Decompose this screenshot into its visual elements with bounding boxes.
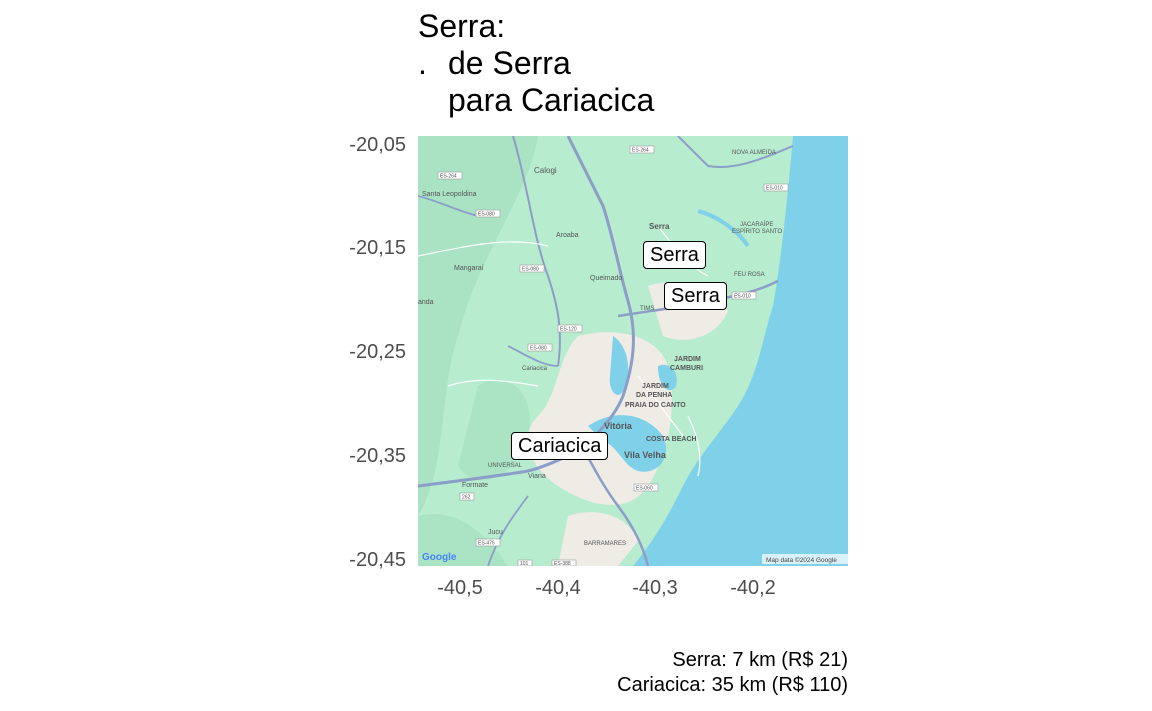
place-label: UNIVERSAL: [488, 463, 523, 469]
place-label: Calogi: [534, 166, 557, 175]
hill-shading: [418, 514, 508, 566]
distance-caption: Serra: 7 km (R$ 21) Cariacica: 35 km (R$…: [617, 648, 848, 698]
road-shield-label: ES-080: [478, 212, 495, 218]
map-panel[interactable]: Calogi Santa Leopoldina Aroaba Mangaraí …: [418, 136, 848, 566]
lagoon-water: [658, 364, 677, 391]
place-label: JARDIM: [642, 383, 669, 390]
road-shield-label: ES-010: [734, 294, 751, 300]
place-label: BARRAMARES: [584, 541, 626, 547]
place-label: PRAIA DO CANTO: [625, 402, 686, 409]
road-shield-label: ES-060: [636, 486, 653, 492]
highway: [512, 136, 561, 367]
place-label: Cariacica: [522, 366, 548, 372]
place-label: Jucu: [488, 529, 503, 536]
road: [687, 415, 701, 477]
highway: [566, 136, 635, 457]
y-tick-label: -20,45: [349, 549, 406, 571]
road: [418, 241, 549, 257]
bay-water: [588, 415, 667, 472]
road-shield-label: ES-264: [440, 174, 457, 180]
title-line-1: Serra:: [418, 8, 506, 44]
y-tick-label: -20,35: [349, 445, 406, 467]
place-label: TIMS: [640, 306, 654, 312]
highway: [418, 195, 479, 217]
road-shield-label: ES-388: [554, 561, 571, 566]
urban-area: [558, 512, 638, 566]
place-label: Santa Leopoldina: [422, 191, 477, 198]
x-tick-label: -40,2: [730, 577, 776, 599]
road-shield-label: ES-080: [522, 267, 539, 273]
basemap: Calogi Santa Leopoldina Aroaba Mangaraí …: [418, 136, 848, 566]
place-label: Vila Velha: [624, 450, 667, 460]
place-label: ESPÍRITO SANTO: [732, 228, 782, 235]
y-tick-label: -20,15: [349, 237, 406, 259]
marker-label-serra[interactable]: Serra: [664, 282, 727, 310]
place-label: CAMBURI: [670, 365, 703, 372]
marker-label-serra[interactable]: Serra: [643, 241, 706, 269]
hill-shading: [418, 136, 538, 516]
road-shield-label: 262: [462, 495, 471, 501]
title-bullet: .: [418, 45, 427, 81]
place-label: DA PENHA: [636, 392, 672, 399]
x-tick-label: -40,3: [632, 577, 678, 599]
highway: [677, 136, 794, 168]
road-shield-label: ES-080: [530, 346, 547, 352]
place-label: Viana: [528, 473, 546, 480]
place-label: NOVA ALMEIDA: [732, 150, 776, 156]
x-tick-label: -40,4: [535, 577, 581, 599]
place-label: COSTA BEACH: [646, 436, 697, 443]
google-logo: Google: [422, 552, 457, 563]
place-label: JACARAÍPE: [740, 221, 773, 228]
highway: [487, 495, 529, 566]
road-shield-label: ES-264: [632, 148, 649, 154]
place-label: anda: [418, 299, 434, 306]
road-shield-label: 101: [520, 561, 529, 566]
highway: [507, 345, 559, 367]
title-line-3: para Cariacica: [448, 82, 655, 118]
place-label: JARDIM: [674, 356, 701, 363]
y-tick-label: -20,05: [349, 134, 406, 156]
ocean: [633, 136, 848, 566]
place-label: Queimado: [590, 275, 622, 282]
highway: [581, 447, 650, 566]
place-label: Aroaba: [556, 232, 579, 239]
y-tick-label: -20,25: [349, 341, 406, 363]
road-shield-label: ES-010: [766, 186, 783, 192]
road: [637, 375, 684, 437]
road: [447, 379, 539, 387]
marker-label-cariacica[interactable]: Cariacica: [511, 432, 609, 460]
road-shields: ES-264 ES-264 ES-080 ES-080 ES-080 ES-12…: [437, 145, 789, 566]
title-line-2: de Serra: [448, 45, 571, 81]
place-label: Mangaraí: [454, 265, 484, 272]
road-shield-label: ES-476: [478, 541, 495, 547]
map-title: Serra: . de Serra para Cariacica: [418, 8, 654, 119]
river: [697, 209, 750, 248]
place-label: Formate: [462, 482, 488, 489]
road-shield-label: ES-120: [560, 327, 577, 333]
caption-line-1: Serra: 7 km (R$ 21): [672, 649, 848, 671]
place-label: Vitória: [604, 421, 633, 431]
caption-line-2: Cariacica: 35 km (R$ 110): [617, 674, 848, 696]
lagoon-water: [609, 336, 629, 396]
map-attribution: Map data ©2024 Google: [766, 556, 837, 564]
place-label: Serra: [649, 222, 670, 231]
place-label: FEU ROSA: [734, 272, 765, 278]
x-tick-label: -40,5: [437, 577, 483, 599]
